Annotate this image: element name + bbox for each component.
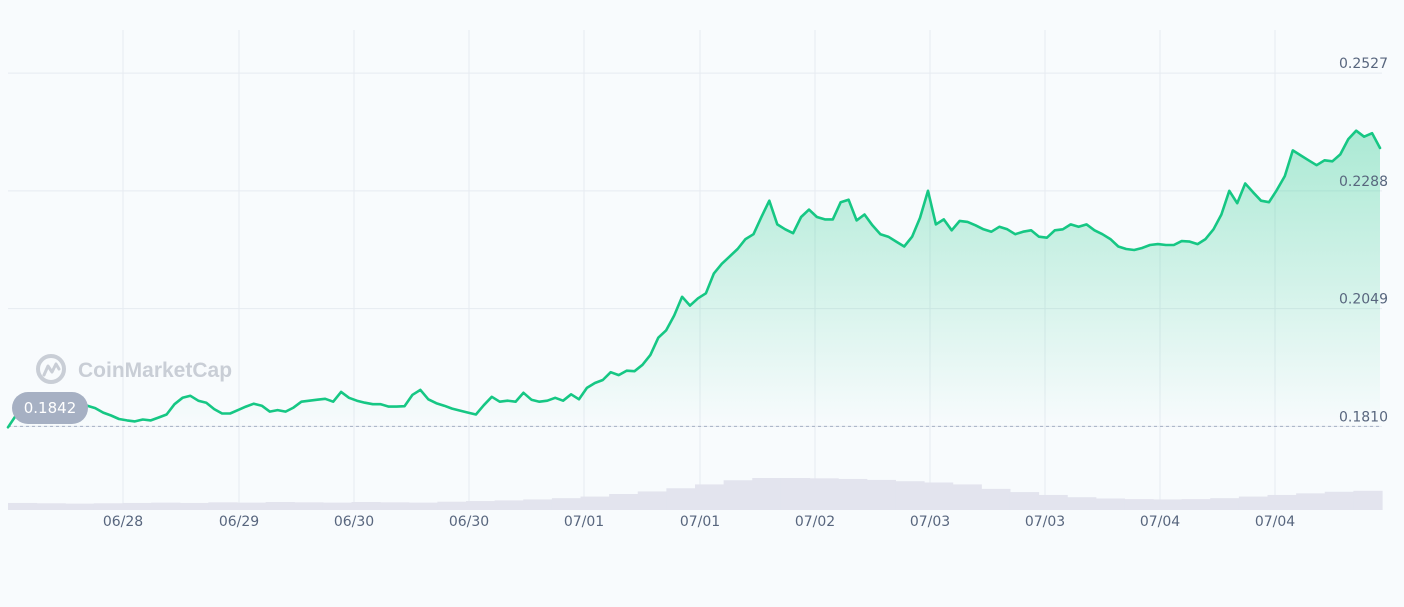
volume-bar	[924, 482, 954, 510]
volume-bar	[93, 503, 124, 510]
volume-bar	[1353, 490, 1383, 510]
volume-bar	[408, 502, 438, 510]
volume-bar	[437, 501, 467, 510]
volume-bar	[981, 488, 1011, 510]
watermark: CoinMarketCap	[36, 354, 232, 384]
volume-bar	[151, 502, 181, 510]
open-price-label: 0.1842	[24, 399, 77, 417]
volume-bar	[36, 503, 66, 510]
volume-bar	[1210, 498, 1240, 510]
x-tick-label: 07/04	[1140, 514, 1180, 530]
volume-bar	[695, 484, 725, 510]
volume-bar	[1238, 496, 1269, 510]
volume-bar	[265, 502, 295, 510]
volume-bar	[1181, 499, 1211, 510]
volume-bar	[637, 491, 667, 510]
y-axis: 0.2527 0.2288 0.2049 0.1810	[1339, 56, 1388, 425]
y-tick-label: 0.2288	[1339, 174, 1388, 190]
volume-bar	[351, 502, 381, 510]
x-tick-label: 06/29	[219, 514, 259, 530]
volume-bars	[8, 478, 1383, 510]
volume-bar	[780, 478, 811, 510]
y-tick-label: 0.2527	[1339, 56, 1388, 72]
volume-bar	[122, 502, 152, 510]
volume-bar	[838, 478, 868, 510]
volume-bar	[179, 502, 209, 510]
y-tick-label: 0.1810	[1339, 409, 1388, 425]
volume-bar	[1267, 494, 1297, 510]
volume-bar	[1153, 499, 1183, 510]
volume-bar	[380, 502, 410, 510]
volume-bar	[1095, 498, 1125, 510]
x-axis: 06/28 06/29 06/30 06/30 07/01 07/01 07/02 07/03…	[103, 514, 1295, 530]
volume-bar	[494, 500, 524, 510]
volume-bar	[8, 502, 38, 510]
volume-bar	[723, 480, 753, 510]
volume-bar	[895, 481, 925, 510]
x-tick-label: 07/01	[564, 514, 604, 530]
volume-bar	[466, 501, 496, 510]
x-tick-label: 07/02	[795, 514, 835, 530]
x-tick-label: 07/01	[680, 514, 720, 530]
x-tick-label: 06/28	[103, 514, 143, 530]
volume-bar	[609, 494, 639, 510]
volume-bar	[1296, 493, 1326, 510]
watermark-text: CoinMarketCap	[78, 359, 232, 382]
volume-bar	[294, 502, 324, 510]
volume-bar	[809, 478, 839, 510]
volume-bar	[952, 484, 982, 510]
x-tick-label: 07/04	[1255, 514, 1295, 530]
volume-bar	[1038, 494, 1068, 510]
x-tick-label: 06/30	[449, 514, 489, 530]
x-tick-label: 07/03	[1025, 514, 1065, 530]
volume-bar	[551, 498, 582, 510]
price-line	[6, 129, 1382, 429]
volume-bar	[580, 496, 610, 510]
volume-bar	[523, 499, 553, 510]
volume-bar	[666, 488, 696, 510]
x-tick-label: 07/03	[910, 514, 950, 530]
volume-bar	[65, 503, 95, 510]
volume-bar	[237, 502, 267, 510]
x-tick-label: 06/30	[334, 514, 374, 530]
y-tick-label: 0.2049	[1339, 292, 1388, 308]
volume-bar	[322, 502, 353, 510]
volume-bar	[1067, 497, 1097, 510]
volume-bar	[752, 478, 782, 510]
coinmarketcap-logo-icon	[36, 354, 66, 384]
volume-bar	[1124, 499, 1154, 510]
volume-bar	[1009, 492, 1040, 510]
volume-bar	[208, 502, 238, 510]
open-price-badge: 0.1842	[12, 392, 88, 424]
volume-bar	[1324, 491, 1354, 510]
price-area-fill	[8, 130, 1380, 428]
volume-bar	[866, 479, 896, 510]
